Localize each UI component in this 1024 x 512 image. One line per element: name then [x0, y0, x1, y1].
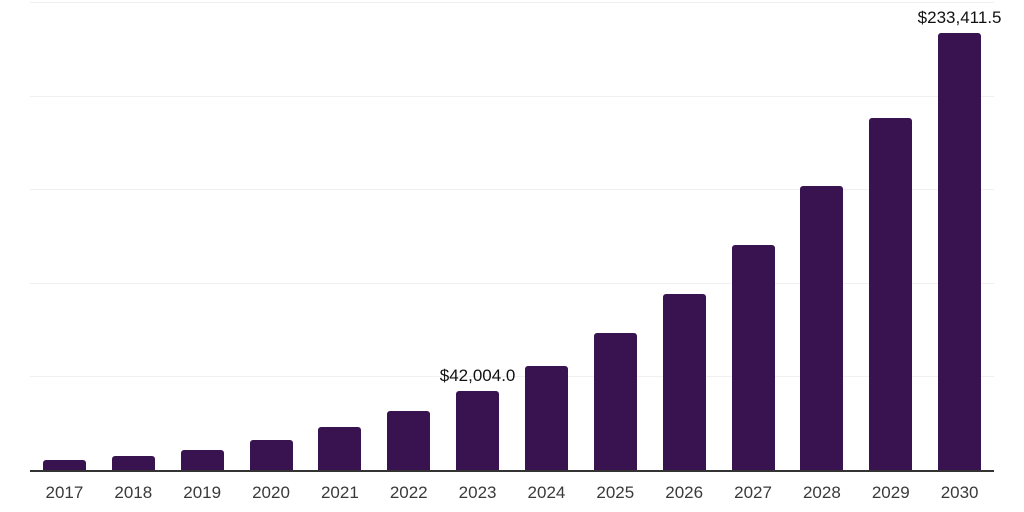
x-axis-label: 2018	[114, 483, 153, 502]
gridline	[30, 95, 994, 97]
x-axis-label: 2022	[389, 483, 428, 502]
bar-slot	[99, 0, 168, 470]
gridline	[30, 282, 994, 284]
x-axis-label: 2023	[458, 483, 497, 502]
x-axis-label: 2024	[527, 483, 566, 502]
bar-data-label: $42,004.0	[439, 366, 516, 386]
x-axis-label: 2021	[320, 483, 359, 502]
plot-area: $42,004.0 $233,411.5	[30, 0, 1002, 472]
bar-slot	[512, 0, 581, 470]
bar-2021	[318, 427, 362, 470]
x-axis-label: 2029	[871, 483, 910, 502]
x-axis-line	[30, 470, 994, 472]
gridline	[30, 2, 994, 3]
bar-slot	[168, 0, 237, 470]
bar-slot	[856, 0, 925, 470]
gridline	[30, 189, 994, 191]
bars-group: $42,004.0 $233,411.5	[30, 0, 1002, 470]
bar-2017	[42, 460, 86, 470]
bar-slot	[374, 0, 443, 470]
x-axis-label: 2020	[252, 483, 290, 502]
bar-2027	[731, 245, 775, 470]
x-axis-label: 2028	[802, 483, 841, 502]
bar-2022	[387, 411, 431, 470]
gridline	[30, 376, 994, 378]
bar-data-label: $233,411.5	[917, 8, 1002, 28]
bar-2026	[662, 293, 706, 470]
bar-slot: $42,004.0	[440, 0, 515, 470]
bar-2020	[249, 439, 293, 470]
x-axis-label: 2026	[665, 483, 704, 502]
x-axis-label: 2019	[183, 483, 222, 502]
bar-slot	[650, 0, 719, 470]
bar-2028	[800, 185, 844, 470]
x-axis-label: 2030	[940, 483, 979, 502]
bar-2019	[180, 449, 224, 470]
bar-slot: $233,411.5	[918, 0, 1002, 470]
bar-2030	[938, 33, 982, 470]
bar-slot	[30, 0, 99, 470]
bar-slot	[581, 0, 650, 470]
x-axis-labels: 2017 2018 2019 2020 2021 2022 2023 2024 2025 2026…	[30, 472, 994, 503]
bar-2018	[111, 456, 155, 470]
bar-2023	[456, 391, 500, 470]
bar-2024	[524, 365, 568, 470]
bar-2025	[593, 332, 637, 470]
x-axis-label: 2025	[596, 483, 635, 502]
bar-2029	[869, 117, 913, 470]
bar-slot	[237, 0, 306, 470]
bar-slot	[305, 0, 374, 470]
bar-slot	[719, 0, 788, 470]
x-axis-label: 2017	[45, 483, 84, 502]
bar-slot	[787, 0, 856, 470]
x-axis-label: 2027	[734, 483, 772, 502]
